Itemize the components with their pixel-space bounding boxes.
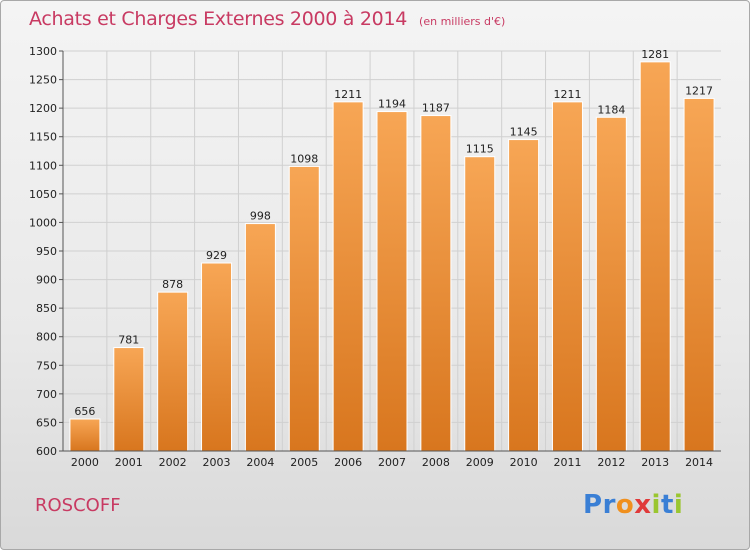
data-label: 781 — [118, 334, 139, 347]
bar — [332, 101, 364, 452]
data-label: 998 — [250, 210, 271, 223]
bar — [639, 61, 671, 452]
data-label: 1115 — [466, 143, 494, 156]
y-tick-label: 700 — [36, 388, 57, 401]
bar — [288, 165, 320, 452]
y-tick-label: 750 — [36, 359, 57, 372]
x-tick-label: 2005 — [290, 456, 318, 469]
y-tick-label: 1200 — [29, 102, 57, 115]
x-tick-label: 2006 — [334, 456, 362, 469]
y-tick-label: 1150 — [29, 131, 57, 144]
y-tick-label: 950 — [36, 245, 57, 258]
bar — [244, 223, 276, 452]
data-label: 878 — [162, 278, 183, 291]
chart-subtitle: (en milliers d'€) — [419, 15, 506, 28]
x-tick-label: 2009 — [466, 456, 494, 469]
bar — [69, 418, 101, 452]
bar — [464, 156, 496, 452]
bar — [683, 97, 715, 452]
chart-title: Achats et Charges Externes 2000 à 2014 — [29, 8, 408, 30]
data-label: 656 — [74, 405, 95, 418]
axes: 600 650 700 750 800 850 900 950 1000 1050 1100 1150… — [29, 45, 721, 469]
y-tick-label: 1300 — [29, 45, 57, 58]
x-tick-label: 2010 — [510, 456, 538, 469]
data-label: 929 — [206, 249, 227, 262]
logo-letter: i — [673, 490, 684, 520]
logo-letter: i — [651, 490, 661, 520]
data-label: 1098 — [290, 152, 318, 165]
title-row: Achats et Charges Externes 2000 à 2014 (… — [29, 8, 505, 30]
x-tick-label: 2011 — [553, 456, 581, 469]
bar — [551, 101, 583, 452]
data-label: 1194 — [378, 98, 406, 111]
y-tick-label: 600 — [36, 445, 57, 458]
logo-letter: o — [615, 490, 635, 520]
logo-letter: x — [634, 490, 652, 520]
logo-letter: r — [602, 490, 616, 520]
y-tick-label: 1250 — [29, 74, 57, 87]
bar — [595, 116, 627, 452]
x-tick-label: 2004 — [246, 456, 274, 469]
data-label: 1211 — [334, 88, 362, 101]
x-tick-label: 2013 — [641, 456, 669, 469]
logo-letter: P — [583, 490, 603, 520]
bar — [157, 291, 189, 452]
data-label: 1217 — [685, 84, 713, 97]
bar-chart: 600 650 700 750 800 850 900 950 1000 1050 1100 1150… — [29, 45, 721, 469]
proxiti-logo: Proxiti — [583, 490, 683, 520]
data-label: 1145 — [510, 126, 538, 139]
y-tick-label: 1000 — [29, 216, 57, 229]
bar — [508, 139, 540, 452]
data-label: 1184 — [597, 103, 625, 116]
y-tick-label: 800 — [36, 331, 57, 344]
bar — [376, 111, 408, 452]
x-tick-label: 2012 — [597, 456, 625, 469]
logo-letter: t — [660, 490, 674, 520]
y-tick-label: 1100 — [29, 159, 57, 172]
data-label: 1281 — [641, 48, 669, 61]
x-tick-label: 2008 — [422, 456, 450, 469]
data-labels: 656 781 878 929 998 1098 1211 1194 1187 1115 1145 1… — [74, 48, 713, 418]
data-label: 1187 — [422, 102, 450, 115]
bar — [201, 262, 233, 452]
x-tick-label: 2003 — [203, 456, 231, 469]
x-tick-label: 2000 — [71, 456, 99, 469]
x-tick-label: 2014 — [685, 456, 713, 469]
y-tick-label: 850 — [36, 302, 57, 315]
commune-name: ROSCOFF — [35, 495, 121, 516]
x-tick-label: 2001 — [115, 456, 143, 469]
x-tick-label: 2007 — [378, 456, 406, 469]
y-tick-label: 900 — [36, 274, 57, 287]
data-label: 1211 — [553, 88, 581, 101]
bar — [420, 115, 452, 452]
y-tick-label: 1050 — [29, 188, 57, 201]
y-tick-label: 650 — [36, 416, 57, 429]
x-tick-label: 2002 — [159, 456, 187, 469]
bar — [113, 347, 145, 452]
bars — [69, 61, 715, 452]
